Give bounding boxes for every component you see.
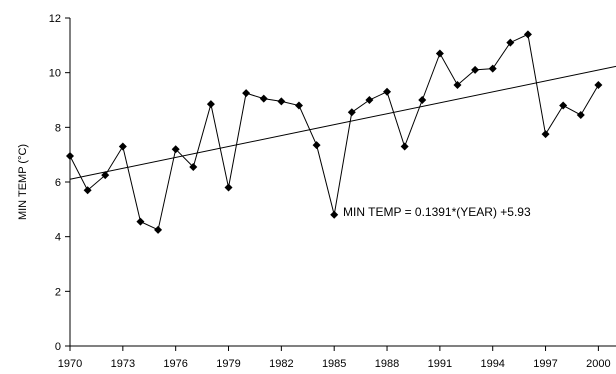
annotations: MIN TEMP = 0.1391*(YEAR) +5.93 bbox=[343, 205, 531, 219]
data-point-marker bbox=[400, 142, 409, 151]
y-tick-label: 8 bbox=[55, 122, 61, 134]
y-tick-label: 6 bbox=[55, 177, 61, 189]
data-point-marker bbox=[189, 162, 198, 171]
x-tick-label: 1982 bbox=[269, 358, 293, 370]
y-tick-label: 2 bbox=[55, 286, 61, 298]
data-point-marker bbox=[594, 80, 603, 89]
y-axis-title: MIN TEMP (°C) bbox=[17, 144, 29, 220]
data-point-marker bbox=[330, 210, 339, 219]
data-point-marker bbox=[171, 145, 180, 154]
x-tick-label: 2000 bbox=[586, 358, 610, 370]
data-point-marker bbox=[435, 49, 444, 58]
data-point-marker bbox=[118, 142, 127, 151]
data-point-marker bbox=[347, 108, 356, 117]
x-tick-label: 1994 bbox=[480, 358, 504, 370]
series-line bbox=[69, 33, 599, 231]
data-point-marker bbox=[206, 100, 215, 109]
x-tick-label: 1976 bbox=[163, 358, 187, 370]
y-ticks: 0 2 4 6 8 10 12 bbox=[49, 13, 70, 353]
y-tick-label: 10 bbox=[49, 68, 61, 80]
y-tick-label: 4 bbox=[55, 232, 61, 244]
data-point-marker bbox=[224, 183, 233, 192]
x-tick-label: 1970 bbox=[58, 358, 82, 370]
regression-equation: MIN TEMP = 0.1391*(YEAR) +5.93 bbox=[343, 205, 531, 219]
y-tick-label: 0 bbox=[55, 341, 61, 353]
data-point-marker bbox=[294, 101, 303, 110]
data-point-marker bbox=[506, 38, 515, 47]
data-point-marker bbox=[136, 217, 145, 226]
x-ticks: 1970 1973 1976 1979 1982 1985 1988 1991 1994 1997… bbox=[58, 346, 611, 370]
y-tick-label: 12 bbox=[49, 13, 61, 25]
x-tick-label: 1973 bbox=[111, 358, 135, 370]
data-point-marker bbox=[471, 65, 480, 74]
data-point-marker bbox=[523, 30, 532, 39]
data-point-marker bbox=[259, 94, 268, 103]
data-point-marker bbox=[365, 96, 374, 104]
data-point-marker bbox=[154, 225, 163, 234]
x-tick-label: 1991 bbox=[428, 358, 452, 370]
data-point-marker bbox=[242, 89, 251, 98]
x-tick-label: 1997 bbox=[533, 358, 557, 370]
data-point-marker bbox=[541, 130, 550, 139]
x-tick-label: 1979 bbox=[216, 358, 240, 370]
data-point-marker bbox=[277, 97, 286, 106]
x-tick-label: 1988 bbox=[375, 358, 399, 370]
data-point-marker bbox=[312, 141, 321, 150]
data-point-marker bbox=[576, 111, 585, 120]
data-points bbox=[66, 30, 603, 234]
data-point-marker bbox=[559, 101, 568, 110]
data-point-marker bbox=[101, 171, 110, 180]
data-point-marker bbox=[418, 96, 427, 104]
data-point-marker bbox=[83, 186, 92, 195]
data-point-marker bbox=[453, 80, 462, 89]
data-point-marker bbox=[383, 87, 392, 96]
data-point-marker bbox=[66, 152, 74, 161]
trendline bbox=[69, 65, 616, 180]
x-tick-label: 1985 bbox=[322, 358, 346, 370]
data-point-marker bbox=[488, 64, 497, 73]
